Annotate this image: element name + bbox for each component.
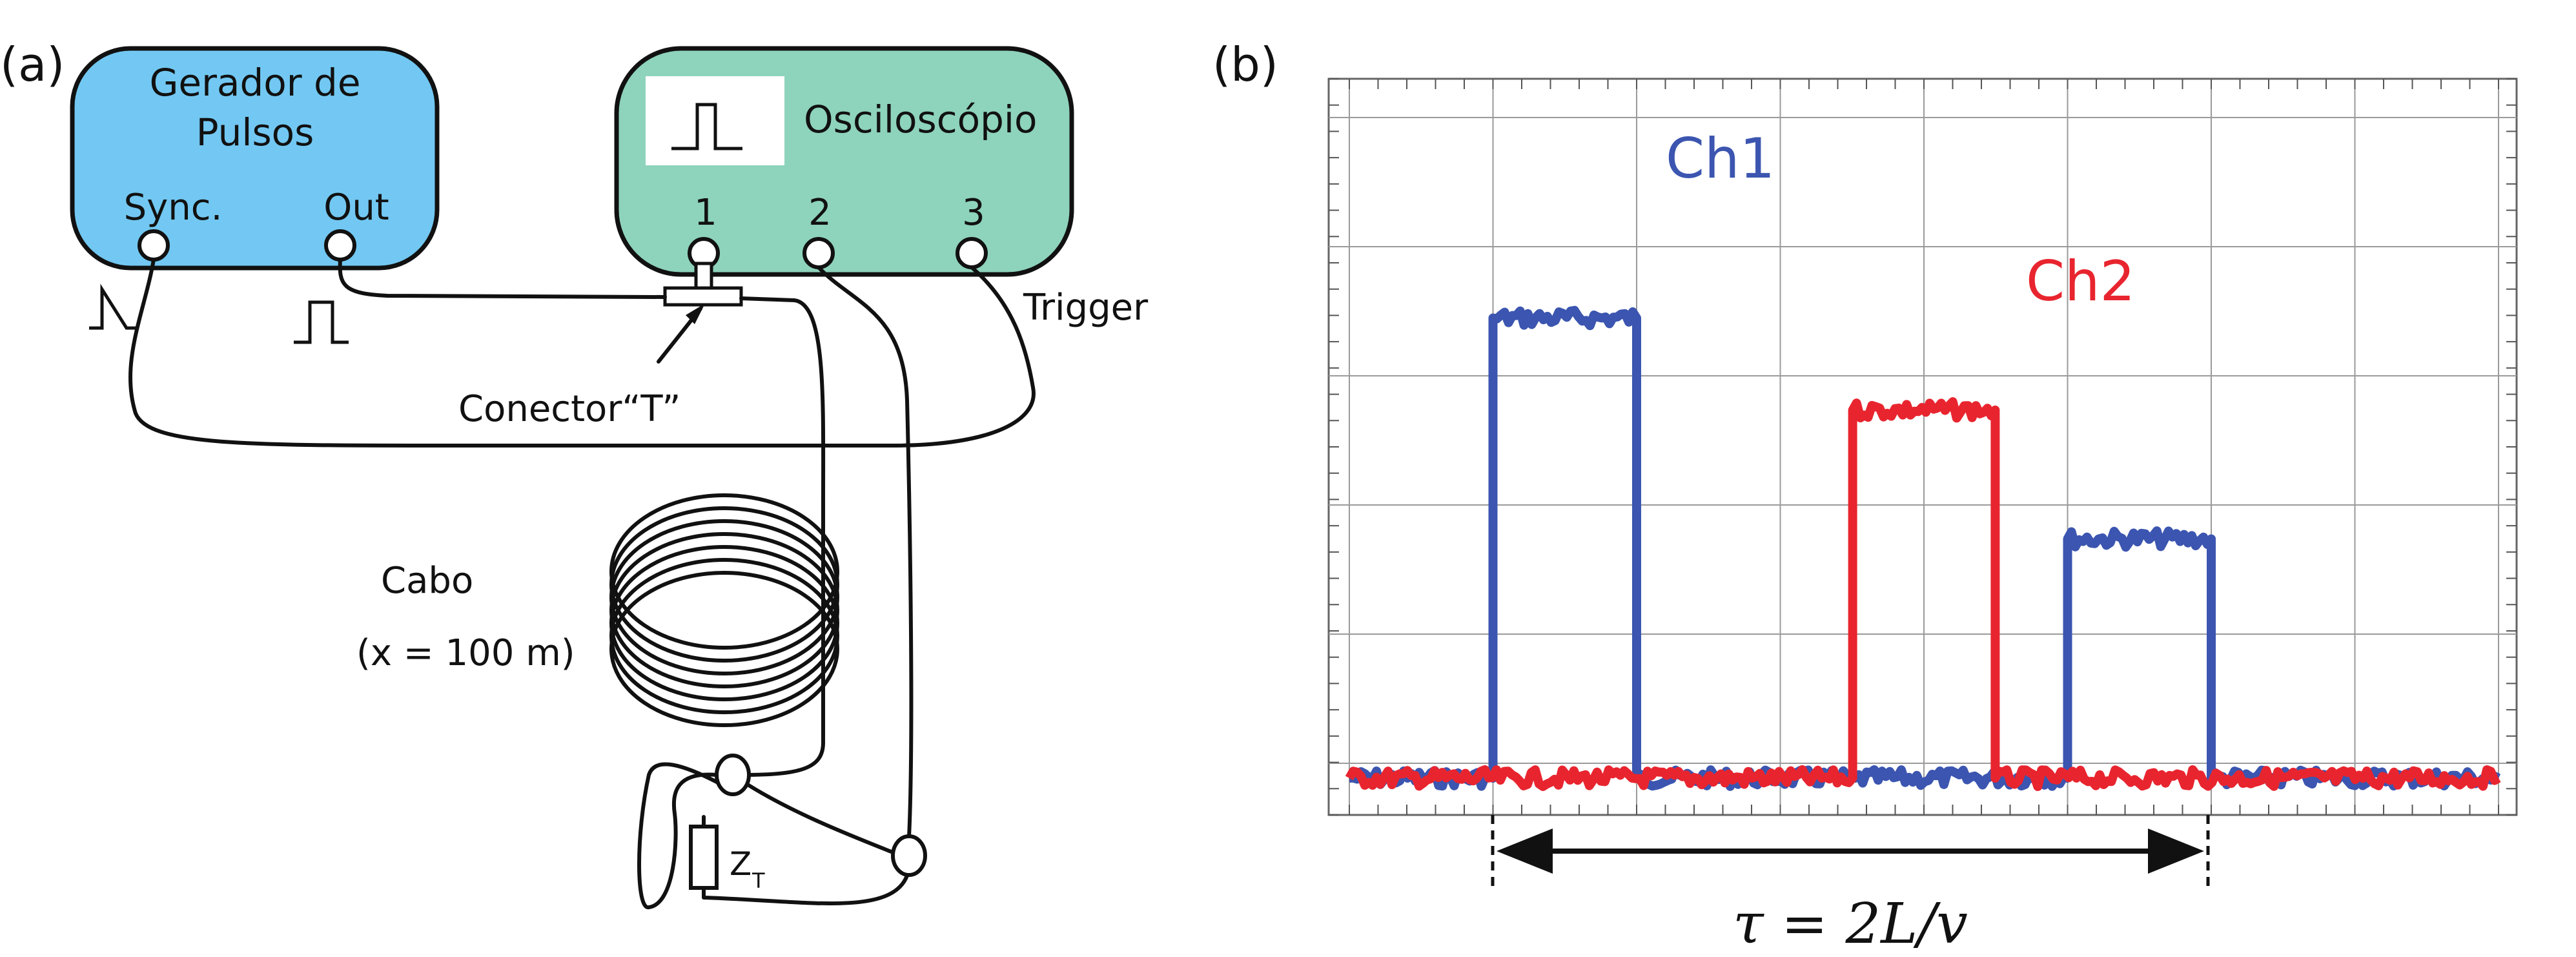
channel-1-label: 1 [694,192,717,234]
panel-b-label: (b) [1212,37,1278,92]
load-loop-left [637,762,720,909]
load-termination: Z T [637,754,927,909]
out-pulse-icon [294,300,349,344]
sync-pulse-icon [89,283,138,330]
tau-formula: τ = 2L/v [1733,892,1968,956]
sync-port [138,229,170,262]
channel-3-port [956,237,988,269]
channel-3-label: 3 [962,192,985,234]
oscilloscope-title: Osciloscópio [804,98,1037,141]
tau-arrow-right-head [2148,828,2204,874]
resistor [689,825,719,890]
panel-a-label: (a) [0,37,65,92]
cable-coil [609,493,839,727]
pulse-out-cable [338,258,667,299]
cable-label: Cabo [381,560,473,602]
out-port-label: Out [323,187,389,229]
oscilloscope-plot [1327,77,2518,816]
plot-series [1345,305,2501,791]
tau-arrow-left-head [1497,828,1553,874]
load-label: Z [730,845,751,883]
load-loop-right [702,783,909,905]
pulse-generator-box [70,46,440,271]
trigger-label: Trigger [1023,287,1149,329]
plot-frame [1327,77,2518,816]
legend-ch1: Ch1 [1666,127,1775,191]
trigger-cable [128,258,1036,448]
end-connector-1 [715,754,751,796]
end-connector-2 [891,834,927,877]
out-port [324,229,356,262]
trace-ch2 [1345,397,2501,791]
channel-2-cable [817,265,914,839]
pulse-generator: Gerador de Pulsos Sync. Out [70,46,440,271]
channel-2-label: 2 [808,192,832,234]
sync-port-label: Sync. [124,187,223,229]
square-pulse-icon [671,103,742,150]
legend-ch2: Ch2 [2026,249,2135,314]
oscilloscope: Osciloscópio 1 2 3 [614,46,1074,277]
plot-grid [1329,79,2517,815]
pulse-generator-title-2: Pulsos [196,110,314,154]
plot-ticks [1329,78,2517,816]
tau-annotation: τ = 2L/v [1491,815,2210,956]
connector-label: Conector“T” [458,388,680,430]
cable-length-label: (x = 100 m) [356,632,575,674]
channel-2-port [802,237,835,269]
connector-arrow-head [686,304,705,324]
coil-feed-cable [739,296,826,777]
pulse-generator-title-1: Gerador de [149,61,360,105]
load-label-sub: T [751,869,765,893]
